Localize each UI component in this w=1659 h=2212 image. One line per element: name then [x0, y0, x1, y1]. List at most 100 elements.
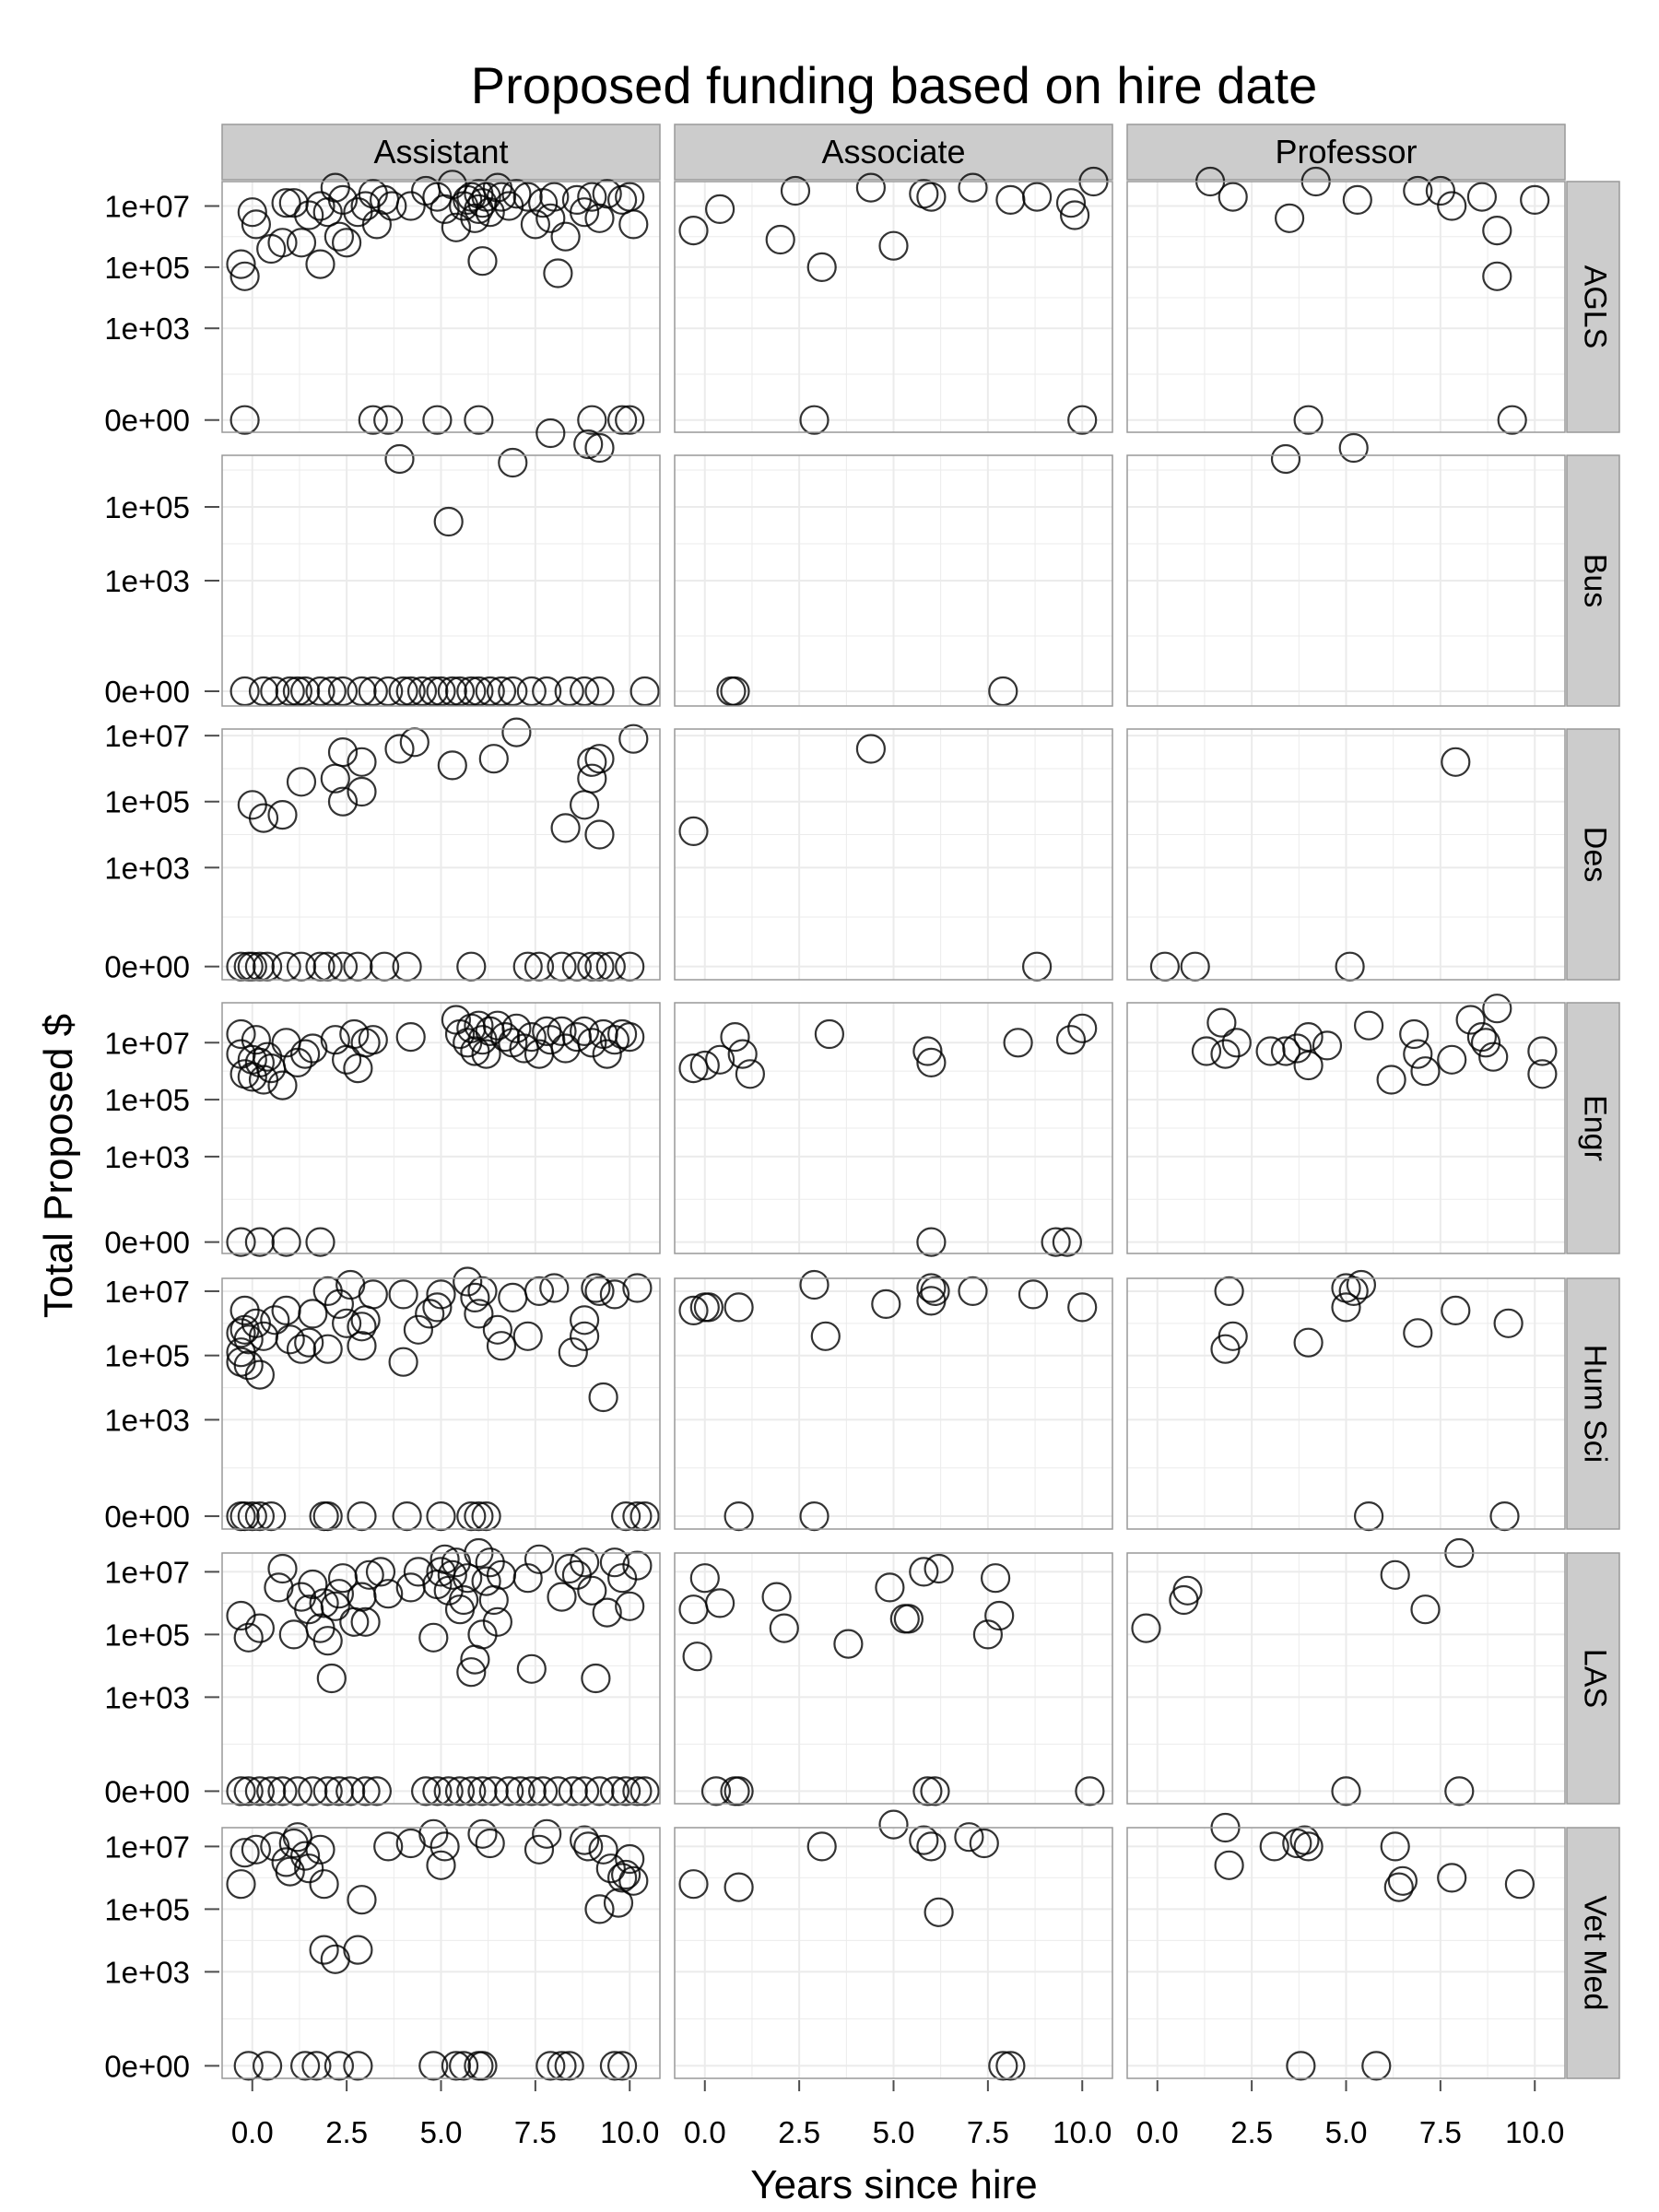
data-point	[980, 1563, 1011, 1594]
data-point	[629, 1776, 660, 1806]
x-axis-label: Years since hire	[750, 2162, 1037, 2207]
data-point	[1353, 1500, 1384, 1532]
data-point	[1376, 1065, 1406, 1095]
data-point	[610, 1859, 641, 1890]
data-point	[909, 1557, 939, 1587]
data-point	[422, 1776, 453, 1806]
data-point	[1191, 1036, 1222, 1066]
data-point	[1003, 1028, 1033, 1058]
data-point	[554, 676, 584, 707]
data-point	[610, 1776, 641, 1806]
y-tick-label: 0e+00	[104, 1226, 190, 1260]
data-point	[256, 1776, 287, 1806]
data-point	[229, 1500, 260, 1532]
data-point	[486, 1331, 517, 1361]
y-tick-label: 1e+07	[104, 1275, 190, 1309]
data-point	[365, 1557, 396, 1587]
data-point	[1466, 182, 1498, 212]
data-point	[244, 1500, 275, 1532]
data-point	[226, 1018, 256, 1050]
data-point	[301, 2051, 332, 2081]
data-point	[543, 258, 573, 288]
data-point	[312, 1626, 343, 1656]
panel-border	[1126, 1277, 1566, 1530]
row-strip	[1566, 1552, 1620, 1805]
row-strip	[1566, 1002, 1620, 1254]
data-point	[1210, 1334, 1241, 1364]
data-point	[332, 1308, 362, 1338]
y-tick-label: 0e+00	[104, 950, 190, 984]
data-point	[577, 1575, 607, 1606]
data-point	[588, 1834, 618, 1865]
data-point	[456, 1500, 487, 1532]
data-point	[347, 1312, 377, 1342]
data-point	[516, 676, 547, 707]
data-point	[1527, 1059, 1558, 1089]
data-point	[422, 1292, 453, 1323]
data-point	[275, 676, 305, 707]
data-point	[584, 1776, 615, 1806]
data-point	[622, 1550, 653, 1581]
y-tick-label: 1e+05	[104, 251, 190, 285]
data-point	[516, 1021, 547, 1053]
data-point	[871, 1288, 901, 1320]
data-point	[1342, 184, 1372, 215]
data-point	[237, 197, 267, 228]
data-point	[275, 1324, 305, 1355]
data-point	[1353, 1010, 1384, 1041]
data-point	[305, 1834, 335, 1865]
data-point	[1497, 405, 1527, 435]
data-point	[229, 261, 260, 291]
data-point	[1206, 1007, 1237, 1038]
x-tick-label: 7.5	[514, 2115, 557, 2149]
data-point	[290, 2051, 321, 2081]
data-point	[226, 249, 256, 279]
data-point	[1052, 1227, 1083, 1257]
data-point	[486, 676, 517, 707]
data-point	[309, 1588, 339, 1618]
data-point	[920, 1776, 950, 1806]
data-point	[505, 1776, 535, 1806]
data-point	[547, 1582, 577, 1612]
data-point	[806, 1831, 837, 1862]
data-point	[1286, 2051, 1316, 2081]
data-point	[316, 676, 347, 707]
data-point	[524, 1544, 555, 1574]
data-point	[618, 1865, 649, 1896]
data-point	[244, 1613, 275, 1643]
data-point	[309, 1935, 339, 1965]
y-tick-label: 1e+03	[104, 312, 190, 346]
data-point	[298, 1033, 328, 1064]
data-point	[460, 1282, 490, 1313]
y-tick-label: 1e+03	[104, 1403, 190, 1437]
data-point	[724, 1776, 754, 1806]
data-point	[418, 676, 449, 707]
data-point	[535, 203, 566, 233]
data-point	[516, 1776, 547, 1806]
y-axis-label: Total Proposed $	[36, 1014, 81, 1318]
data-point	[1210, 1039, 1241, 1069]
data-point	[275, 1856, 305, 1887]
data-point	[682, 1641, 712, 1672]
data-point	[282, 1776, 312, 1806]
data-point	[403, 1314, 433, 1345]
data-point	[361, 1776, 392, 1806]
data-point	[512, 182, 543, 212]
data-point	[1293, 405, 1324, 435]
data-point	[441, 212, 471, 242]
data-point	[769, 1613, 799, 1643]
data-point	[1282, 1033, 1312, 1064]
data-point	[912, 1036, 943, 1066]
y-tick-label: 1e+03	[104, 1140, 190, 1174]
data-point	[1383, 1872, 1414, 1902]
data-point	[599, 1776, 630, 1806]
data-point	[724, 1872, 754, 1902]
data-point	[799, 1500, 830, 1532]
data-point	[1338, 1276, 1369, 1307]
data-point	[599, 1279, 630, 1310]
y-tick-label: 1e+05	[104, 490, 190, 524]
data-point	[704, 1588, 735, 1618]
data-point	[471, 1566, 501, 1596]
data-point	[260, 676, 290, 707]
data-point	[810, 1321, 841, 1351]
